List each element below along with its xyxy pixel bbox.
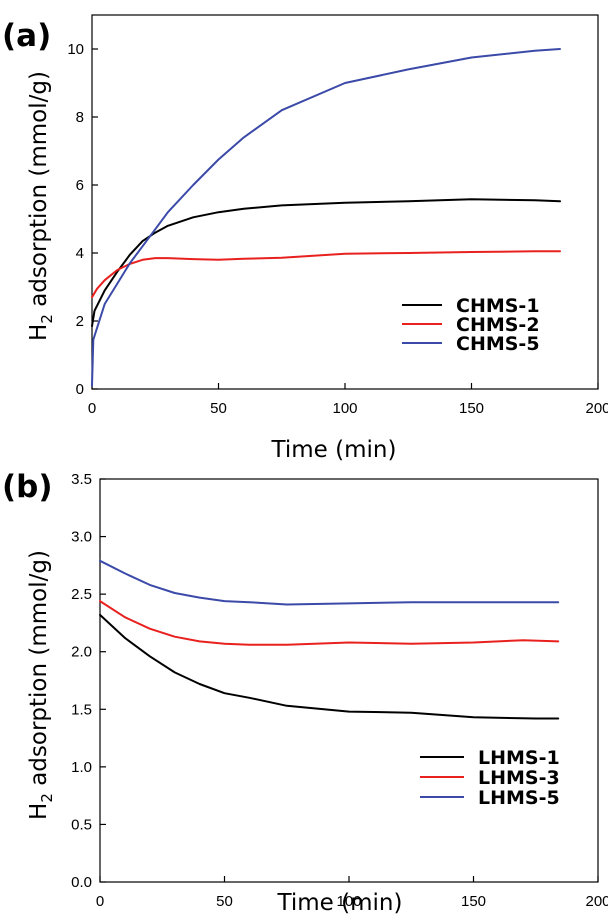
series-line-chms-1 [91,198,561,328]
y-tick-label: 4 [76,245,84,262]
x-axis-title: Time (min) [277,890,403,916]
x-tick-label: 200 [585,400,608,417]
x-tick-label: 50 [210,400,227,417]
y-tick-label: 2.5 [71,586,92,603]
x-tick-label: 0 [96,893,104,910]
y-axis-title-subscript: 2 [38,314,56,324]
legend-label-chms-2: CHMS-2 [456,314,540,336]
y-tick-label: 3.0 [71,529,92,546]
x-tick-label: 100 [336,893,361,910]
series-line-chms-2 [91,250,561,299]
series-line-lhms-1 [99,613,560,720]
series-lines [99,559,560,720]
y-axis-title-h: H [26,324,52,341]
panel-a: (a) H2 adsorption (mmol/g) 0 50 100 150 2000… [2,14,608,463]
y-tick-label: 10 [67,41,84,58]
y-tick-label: 3.5 [71,471,92,488]
y-tick-label: 0.0 [71,874,92,891]
y-axis-title-subscript: 2 [38,793,56,803]
series-line-lhms-5 [99,559,560,606]
series-lines [91,48,561,387]
y-axis-title: H2 adsorption (mmol/g) [26,550,56,820]
panel-label: (a) [2,18,51,54]
x-axis-title: Time (min) [271,437,397,463]
y-tick-label: 2.0 [71,644,92,661]
legend-label-lhms-3: LHMS-3 [478,767,560,789]
y-tick-label: 6 [76,177,84,194]
plot-frame [99,478,599,883]
panel-b: (b) H2 adsorption (mmol/g) 0 50 100 150 2000… [2,469,608,916]
legend-label-chms-5: CHMS-5 [456,333,540,355]
x-tick-label: 150 [459,400,484,417]
axis-ticks: 0 50 100 150 200 0.0 0.5 1.0 1.5 2.0 2.5 3.0 3.5 [71,471,608,910]
x-tick-label: 100 [332,400,357,417]
x-tick-label: 150 [461,893,486,910]
y-axis-title-rest: adsorption (mmol/g) [26,71,52,314]
legend-label-lhms-5: LHMS-5 [478,787,560,809]
x-tick-label: 50 [216,893,233,910]
x-tick-label: 200 [585,893,608,910]
series-line-chms-5 [91,48,561,387]
y-axis-title-h: H [26,803,52,820]
svg-text:H2 adsorption (mmol/g): H2 adsorption (mmol/g) [26,71,56,341]
y-tick-label: 1.5 [71,701,92,718]
svg-text:H2 adsorption (mmol/g): H2 adsorption (mmol/g) [26,550,56,820]
y-tick-label: 0.5 [71,816,92,833]
x-tick-label: 0 [88,400,96,417]
legend-label-lhms-1: LHMS-1 [478,747,560,769]
axis-ticks: 0 50 100 150 200 0 2 4 6 8 10 [67,41,608,417]
y-tick-label: 2 [76,313,84,330]
y-tick-label: 8 [76,109,84,126]
y-axis-title-rest: adsorption (mmol/g) [26,550,52,793]
y-tick-label: 0 [76,381,84,398]
panel-label: (b) [2,469,53,505]
y-tick-label: 1.0 [71,759,92,776]
y-axis-title: H2 adsorption (mmol/g) [26,71,56,341]
legend-label-chms-1: CHMS-1 [456,295,540,317]
series-line-lhms-3 [99,600,560,646]
